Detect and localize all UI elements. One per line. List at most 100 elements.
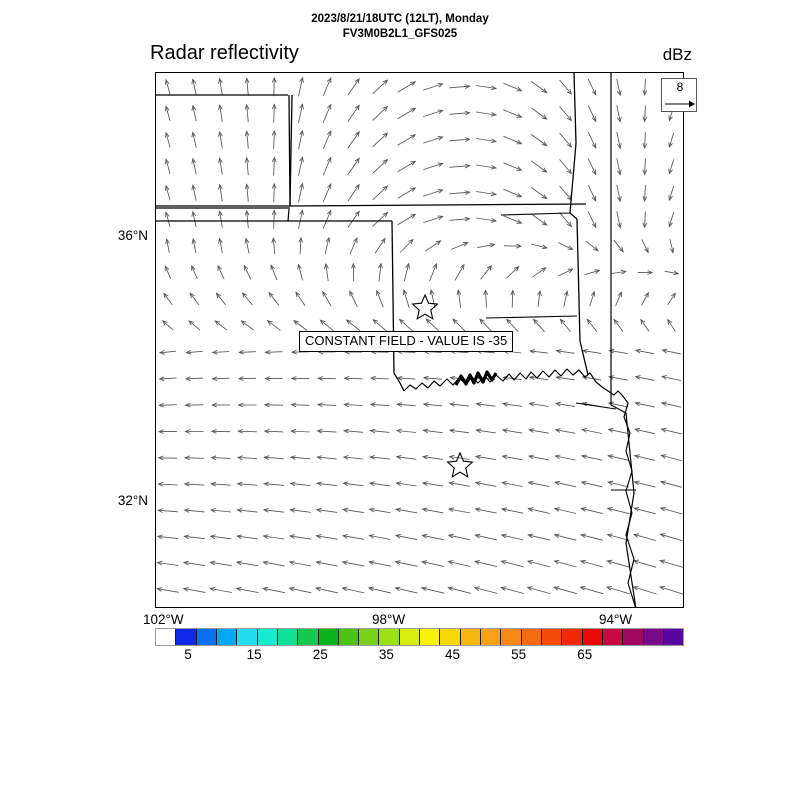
colorbar-tick-labels: 5 15 25 35 45 55 65 [155, 647, 684, 665]
wind-vector-head [581, 401, 588, 407]
wind-vector-head [262, 481, 270, 487]
colorbar-swatch [338, 629, 360, 645]
wind-vector [342, 535, 365, 540]
wind-vector [560, 319, 571, 332]
wind-vector-head [211, 349, 218, 355]
wind-vector-head [668, 168, 673, 175]
wind-vector-field [156, 76, 683, 595]
wind-vector-head [354, 210, 360, 217]
wind-vector-head [475, 428, 482, 434]
wind-vector-head [633, 480, 640, 486]
wind-vector [192, 105, 197, 122]
wind-vector [214, 320, 228, 331]
wind-vector [317, 430, 337, 433]
wind-vector-head [555, 375, 562, 381]
wind-vector [559, 212, 572, 227]
wind-vector-head [486, 264, 493, 271]
wind-vector-head [218, 104, 223, 111]
wind-vector [531, 213, 547, 226]
wind-vector-head [541, 220, 548, 226]
wind-vector [157, 562, 179, 566]
colorbar-swatch [481, 629, 502, 645]
wind-vector-head [271, 209, 277, 216]
wind-vector [635, 349, 655, 355]
wind-vector [476, 217, 496, 222]
wind-vector-head [326, 76, 332, 83]
wind-vector [272, 238, 276, 254]
wind-vector [372, 79, 388, 95]
wind-vector [347, 78, 360, 96]
wind-vector-head [660, 427, 667, 433]
wind-vector-head [191, 78, 197, 85]
colorbar-swatch [298, 629, 319, 645]
wind-vector-head [490, 218, 497, 223]
wind-vector [347, 105, 360, 122]
wind-vector-head [642, 222, 648, 229]
wind-vector-head [353, 236, 358, 244]
wind-vector [633, 560, 657, 568]
wind-vector-head [288, 560, 295, 566]
wind-vector-head [410, 134, 417, 140]
wind-vector [503, 109, 522, 118]
wind-vector-head [289, 507, 296, 513]
wind-vector-head [163, 292, 169, 299]
wind-vector-head [244, 77, 250, 84]
lon-tick-98w: 98°W [372, 612, 406, 627]
wind-vector [368, 587, 392, 594]
wind-vector-head [161, 320, 168, 326]
boundary-ar-mo-horizontal [500, 212, 571, 216]
wind-vector [343, 482, 364, 487]
wind-vector-head [579, 586, 586, 591]
wind-vector [298, 183, 303, 203]
wind-vector-head [435, 240, 442, 246]
wind-vector [219, 131, 223, 149]
wind-vector-head [537, 289, 542, 296]
wind-vector [423, 189, 443, 197]
wind-vector [553, 586, 578, 595]
map-canvas [156, 73, 683, 607]
wind-vector-head [607, 427, 614, 433]
wind-vector-head [634, 348, 641, 354]
wind-vector [369, 535, 391, 540]
colorbar-swatch [237, 629, 258, 645]
boundary-mo-ar-line [569, 212, 578, 220]
wind-vector [634, 481, 656, 488]
wind-vector [559, 132, 572, 148]
wind-vector [422, 482, 444, 487]
wind-vector-head [634, 401, 641, 407]
wind-vector-head [297, 263, 302, 270]
wind-vector-head [591, 89, 597, 96]
colorbar-tick-label: 15 [246, 647, 262, 662]
wind-vector [343, 456, 364, 460]
wind-vector-head [378, 262, 383, 269]
wind-vector-head [237, 376, 244, 381]
wind-vector [450, 403, 469, 407]
wind-vector-head [354, 130, 360, 137]
wind-vector-head [158, 402, 165, 408]
wind-vector [268, 292, 280, 306]
wind-vector-head [527, 480, 534, 486]
wind-vector [633, 533, 657, 542]
wind-vector-head [315, 534, 322, 539]
wind-vector-head [236, 534, 243, 539]
wind-vector [298, 157, 303, 176]
wind-vector [613, 319, 624, 332]
wind-vector [372, 159, 388, 174]
wind-vector-head [244, 183, 250, 190]
wind-vector-head [345, 319, 352, 325]
boundary-tx-ok-vertical [391, 220, 405, 392]
wind-vector-head [501, 401, 509, 407]
wind-vector-head [667, 318, 673, 325]
wind-vector-head [489, 242, 496, 248]
wind-vector [216, 292, 226, 306]
wind-vector [165, 106, 171, 121]
wind-vector-head [382, 158, 389, 165]
wind-vector-head [380, 237, 386, 244]
wind-vector-head [541, 114, 548, 120]
wind-vector-head [238, 349, 245, 355]
wind-vector-head [290, 376, 297, 381]
wind-vector [397, 213, 416, 226]
wind-vector-head [191, 210, 197, 217]
wind-vector [344, 430, 363, 433]
wind-vector [582, 350, 602, 354]
